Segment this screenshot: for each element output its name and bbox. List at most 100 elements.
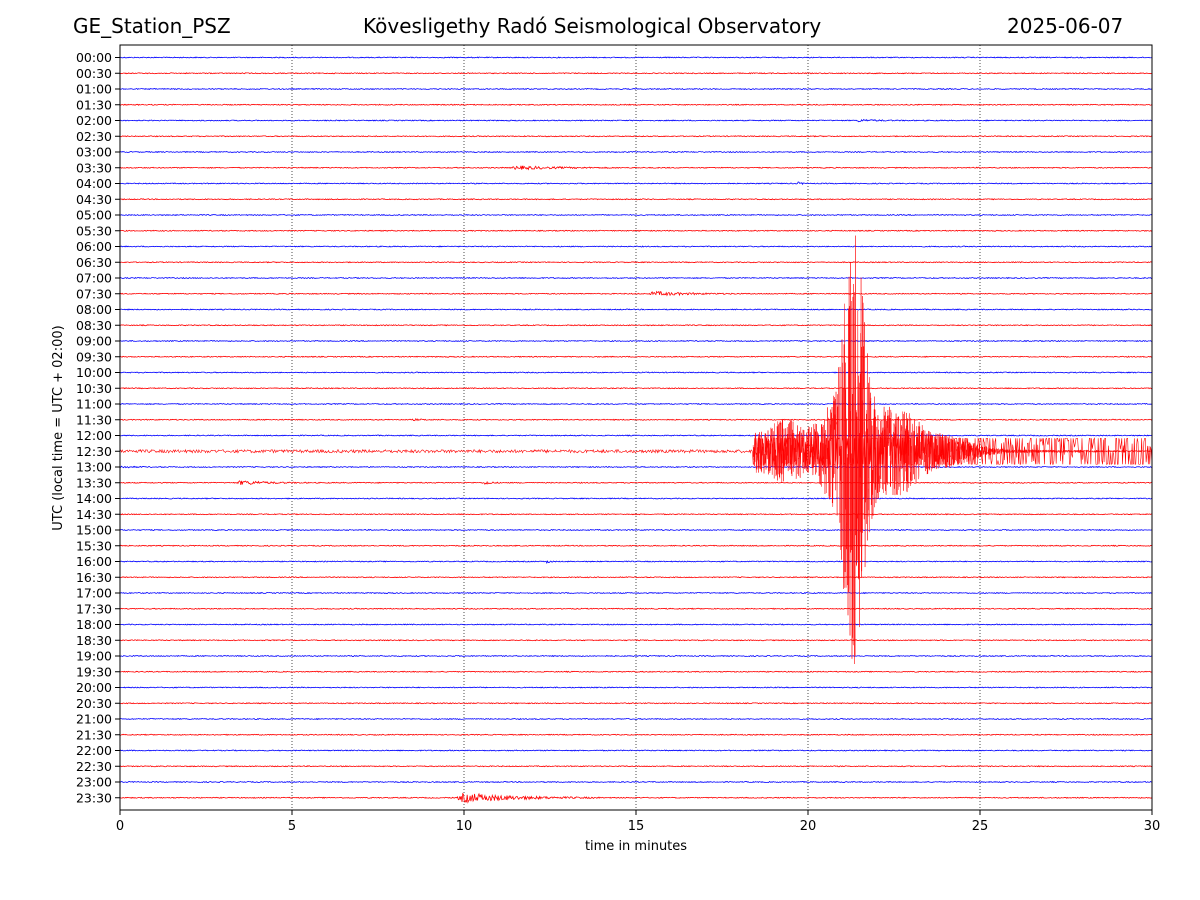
- y-tick-label: 11:00: [76, 397, 112, 412]
- trace-0100: [120, 87, 1152, 91]
- trace-0030: [120, 72, 1152, 75]
- y-tick-label: 07:00: [76, 271, 112, 286]
- y-tick-label: 23:00: [76, 775, 112, 790]
- trace-0230: [120, 135, 1152, 138]
- y-tick-label: 05:30: [76, 223, 112, 238]
- trace-1630: [120, 576, 1152, 579]
- y-tick-label: 22:00: [76, 743, 112, 758]
- trace-0630: [120, 261, 1152, 264]
- trace-0130: [120, 103, 1152, 106]
- trace-0800: [120, 308, 1152, 311]
- y-tick-label: 01:00: [76, 82, 112, 97]
- y-tick-label: 09:30: [76, 349, 112, 364]
- y-tick-label: 04:30: [76, 192, 112, 207]
- x-tick-label: 20: [800, 819, 817, 834]
- y-tick-label: 04:00: [76, 176, 112, 191]
- y-tick-label: 02:00: [76, 113, 112, 128]
- trace-2030: [120, 702, 1152, 705]
- y-tick-label: 13:00: [76, 460, 112, 475]
- trace-1300: [120, 465, 1152, 469]
- y-tick-label: 18:00: [76, 617, 112, 632]
- y-tick-label: 22:30: [76, 759, 112, 774]
- trace-0900: [120, 339, 1152, 343]
- y-tick-label: 00:30: [76, 66, 112, 81]
- trace-1130: [120, 418, 1152, 422]
- x-axis-label: time in minutes: [585, 839, 687, 854]
- trace-0200: [120, 118, 1152, 123]
- y-axis-label: UTC (local time = UTC + 02:00): [51, 325, 66, 530]
- trace-0700: [120, 276, 1152, 280]
- y-tick-label: 01:30: [76, 97, 112, 112]
- y-tick-label: 12:00: [76, 428, 112, 443]
- trace-0600: [120, 245, 1152, 248]
- y-tick-label: 06:00: [76, 239, 112, 254]
- y-tick-label: 20:30: [76, 696, 112, 711]
- y-tick-label: 19:30: [76, 664, 112, 679]
- trace-1100: [120, 402, 1152, 406]
- y-ticks: 00:0000:3001:0001:3002:0002:3003:0003:30…: [76, 50, 120, 805]
- y-tick-label: 08:00: [76, 302, 112, 317]
- y-tick-label: 03:00: [76, 145, 112, 160]
- y-tick-label: 09:00: [76, 334, 112, 349]
- y-tick-label: 20:00: [76, 680, 112, 695]
- y-tick-label: 21:00: [76, 712, 112, 727]
- x-tick-label: 5: [288, 819, 296, 834]
- trace-0830: [120, 324, 1152, 327]
- y-tick-label: 23:30: [76, 790, 112, 805]
- trace-1400: [120, 497, 1152, 500]
- y-tick-label: 17:30: [76, 601, 112, 616]
- y-tick-label: 06:30: [76, 255, 112, 270]
- y-tick-label: 10:30: [76, 381, 112, 396]
- trace-2200: [120, 749, 1152, 752]
- y-tick-label: 05:00: [76, 208, 112, 223]
- y-tick-label: 17:00: [76, 586, 112, 601]
- y-tick-label: 21:30: [76, 727, 112, 742]
- trace-0730: [120, 290, 1152, 297]
- x-tick-label: 15: [628, 819, 645, 834]
- trace-2100: [120, 717, 1152, 721]
- trace-1430: [120, 513, 1152, 516]
- y-tick-label: 07:30: [76, 286, 112, 301]
- y-tick-label: 12:30: [76, 444, 112, 459]
- y-tick-label: 08:30: [76, 318, 112, 333]
- trace-0400: [120, 181, 1152, 186]
- y-tick-label: 02:30: [76, 129, 112, 144]
- trace-1530: [120, 544, 1152, 547]
- y-tick-label: 14:30: [76, 507, 112, 522]
- y-tick-label: 10:00: [76, 365, 112, 380]
- y-tick-label: 18:30: [76, 633, 112, 648]
- trace-1330: [120, 480, 1152, 486]
- y-tick-label: 15:00: [76, 523, 112, 538]
- y-tick-label: 15:30: [76, 538, 112, 553]
- trace-1830: [120, 639, 1152, 642]
- trace-2230: [120, 765, 1152, 768]
- trace-2000: [120, 686, 1152, 689]
- y-tick-label: 16:00: [76, 554, 112, 569]
- date-title: 2025-06-07: [1007, 14, 1124, 38]
- trace-0930: [120, 355, 1152, 358]
- trace-0330: [120, 165, 1152, 171]
- trace-1230: [120, 437, 1152, 466]
- trace-1900: [120, 654, 1152, 658]
- y-tick-label: 13:30: [76, 475, 112, 490]
- trace-0500: [120, 213, 1152, 217]
- trace-layer: [120, 56, 1152, 804]
- major-event-waveform: [752, 235, 1152, 665]
- y-tick-label: 03:30: [76, 160, 112, 175]
- station-title: GE_Station_PSZ: [73, 14, 231, 38]
- y-tick-label: 00:00: [76, 50, 112, 65]
- x-tick-label: 30: [1144, 819, 1161, 834]
- trace-2130: [120, 733, 1152, 736]
- trace-1030: [120, 387, 1152, 390]
- trace-2300: [120, 780, 1152, 784]
- trace-1800: [120, 623, 1152, 626]
- y-tick-label: 11:30: [76, 412, 112, 427]
- trace-1930: [120, 670, 1152, 673]
- trace-2330: [120, 792, 1152, 804]
- trace-1200: [120, 434, 1152, 437]
- trace-1600: [120, 560, 1152, 564]
- trace-0000: [120, 56, 1152, 59]
- trace-0530: [120, 229, 1152, 232]
- y-tick-label: 16:30: [76, 570, 112, 585]
